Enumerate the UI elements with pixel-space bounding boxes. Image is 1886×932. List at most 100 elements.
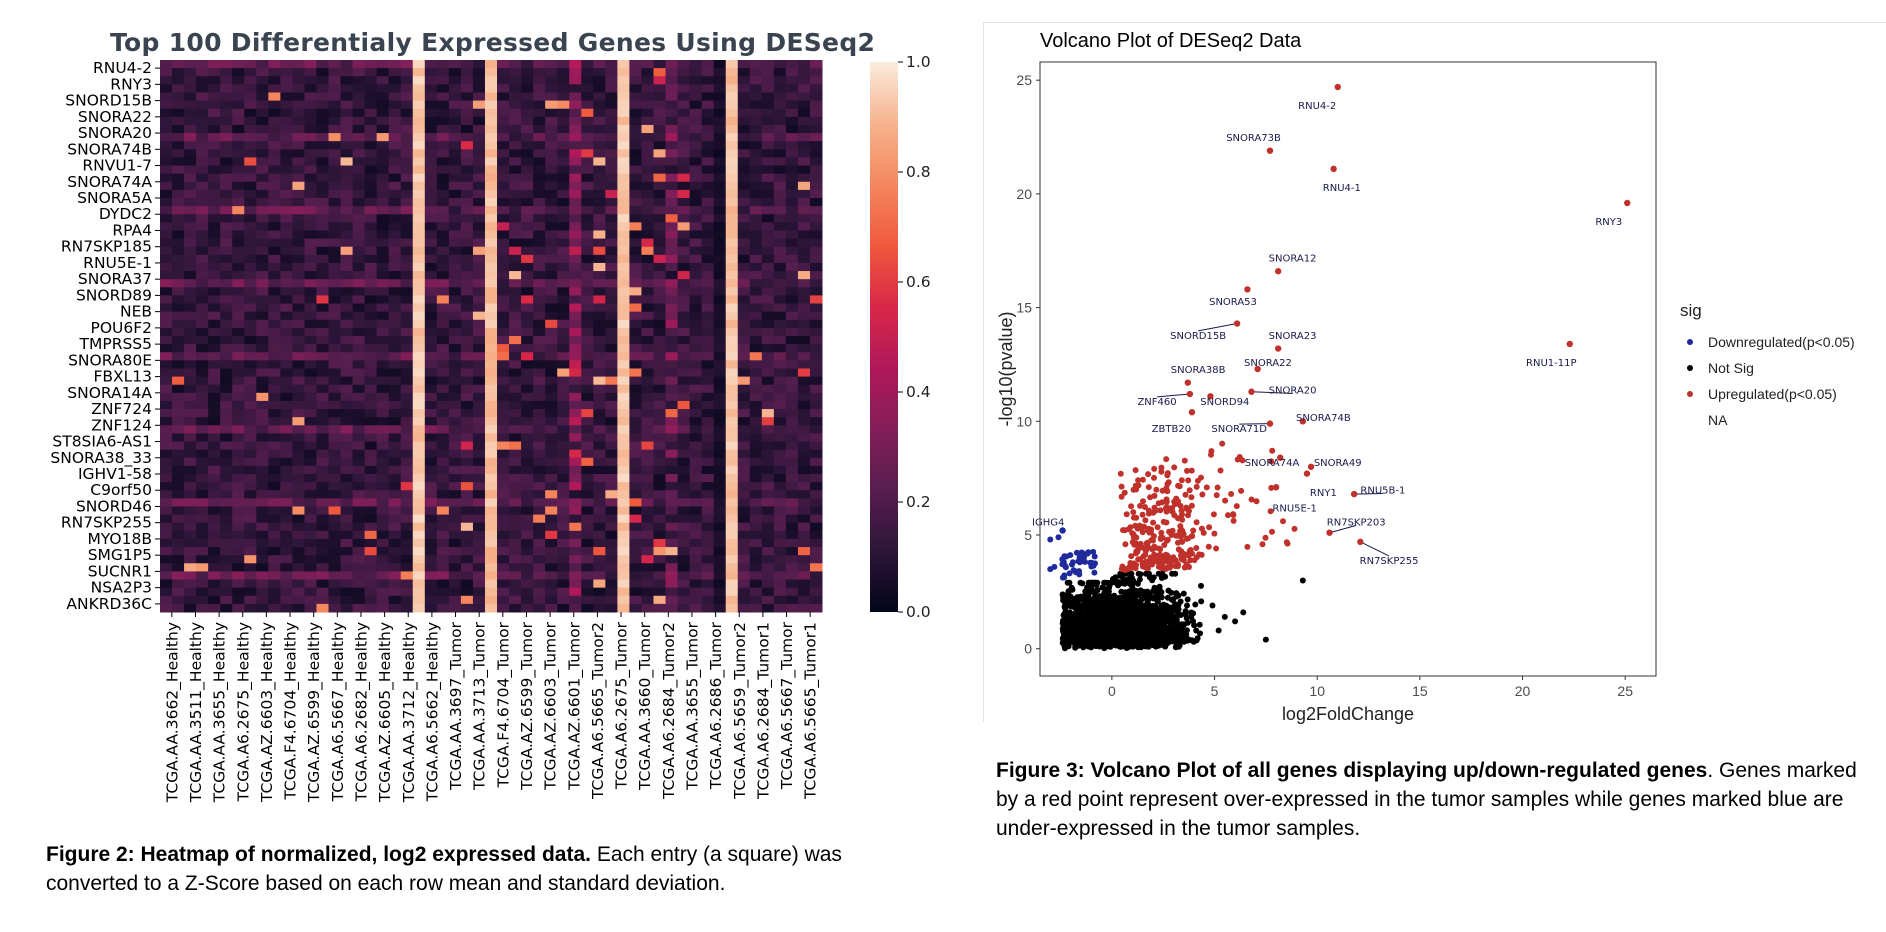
- heatmap-cell: [521, 352, 534, 361]
- heatmap-cell: [725, 116, 739, 126]
- heatmap-cell: [424, 555, 438, 564]
- heatmap-cell: [809, 571, 823, 581]
- heatmap-cell: [484, 311, 498, 321]
- heatmap-cell: [677, 482, 691, 491]
- heatmap-cell: [208, 68, 221, 77]
- heatmap-cell: [809, 295, 823, 305]
- heatmap-cell: [557, 336, 570, 345]
- heatmap-cell: [448, 206, 462, 215]
- heatmap-cell: [232, 214, 245, 223]
- heatmap-cell: [641, 92, 654, 102]
- heatmap-cell: [280, 246, 293, 256]
- heatmap-cell: [701, 441, 715, 451]
- heatmap-cell: [773, 303, 787, 313]
- heatmap-cell: [689, 133, 703, 142]
- heatmap-cell: [581, 124, 594, 134]
- heatmap-cell: [617, 522, 630, 532]
- heatmap-cell: [641, 595, 654, 605]
- heatmap-cell: [208, 230, 221, 240]
- heatmap-cell: [677, 287, 691, 296]
- heatmap-cell: [713, 68, 727, 77]
- heatmap-cell: [809, 368, 823, 378]
- heatmap-cell: [557, 522, 570, 532]
- heatmap-cell: [292, 400, 305, 410]
- heatmap-cell: [749, 76, 763, 85]
- heatmap-cell: [280, 238, 293, 248]
- heatmap-cell: [749, 514, 763, 524]
- heatmap-cell: [737, 303, 751, 313]
- heatmap-cell: [677, 506, 691, 516]
- heatmap-cell: [797, 76, 811, 85]
- heatmap-cell: [629, 165, 642, 175]
- heatmap-cell: [208, 76, 221, 85]
- heatmap-cell: [220, 555, 233, 564]
- heatmap-cell: [701, 141, 715, 150]
- heatmap-cell: [304, 409, 317, 418]
- heatmap-cell: [448, 360, 462, 369]
- heatmap-cell: [581, 441, 594, 451]
- heatmap-cell: [617, 344, 630, 353]
- heatmap-cell: [424, 189, 438, 199]
- heatmap-cell: [256, 563, 269, 572]
- heatmap-cell: [340, 392, 354, 402]
- heatmap-cell: [605, 181, 618, 191]
- heatmap-cell: [208, 271, 221, 280]
- heatmap-cell: [448, 92, 462, 102]
- heatmap-cell: [557, 474, 570, 483]
- heatmap-cell: [220, 514, 233, 524]
- heatmap-cell: [689, 206, 703, 215]
- heatmap-cell: [545, 595, 558, 605]
- heatmap-cell: [557, 506, 570, 516]
- heatmap-cell: [160, 482, 173, 491]
- heatmap-cell: [497, 149, 510, 158]
- heatmap-cell: [304, 287, 317, 296]
- heatmap-cell: [328, 214, 342, 223]
- heatmap-cell: [412, 173, 426, 183]
- heatmap-cell: [172, 360, 185, 369]
- heatmap-cell: [388, 433, 402, 443]
- heatmap-cell: [761, 246, 775, 256]
- heatmap-cell: [689, 68, 703, 77]
- heatmap-cell: [557, 538, 570, 548]
- heatmap-cell: [388, 246, 402, 256]
- heatmap-cell: [256, 571, 269, 581]
- heatmap-cell: [208, 376, 221, 386]
- heatmap-cell: [208, 254, 221, 264]
- heatmap-cell: [196, 538, 209, 548]
- heatmap-cell: [460, 133, 474, 142]
- heatmap-cell: [677, 327, 691, 337]
- heatmap-cell: [244, 92, 257, 102]
- heatmap-cell: [701, 214, 715, 223]
- heatmap-cell: [773, 352, 787, 361]
- heatmap-cell: [280, 360, 293, 369]
- heatmap-cell: [256, 287, 269, 296]
- heatmap-cell: [208, 587, 221, 597]
- heatmap-cell: [460, 68, 474, 77]
- heatmap-cell: [809, 181, 823, 191]
- heatmap-cell: [436, 344, 450, 353]
- heatmap-cell: [460, 336, 474, 345]
- heatmap-cell: [256, 262, 269, 272]
- heatmap-row-label: ANKRD36C: [66, 595, 152, 613]
- heatmap-cell: [737, 271, 751, 280]
- heatmap-cell: [268, 579, 281, 589]
- heatmap-cell: [605, 271, 618, 280]
- heatmap-cell: [172, 84, 185, 93]
- heatmap-cell: [292, 530, 305, 540]
- heatmap-cell: [581, 222, 594, 231]
- heatmap-cell: [268, 457, 281, 467]
- heatmap-cell: [701, 571, 715, 581]
- heatmap-cell: [268, 336, 281, 345]
- heatmap-cell: [617, 230, 630, 240]
- heatmap-cell: [521, 189, 534, 199]
- heatmap-cell: [304, 547, 317, 556]
- heatmap-cell: [641, 222, 654, 231]
- heatmap-cell: [581, 327, 594, 337]
- heatmap-cell: [773, 327, 787, 337]
- heatmap-cell: [809, 336, 823, 345]
- heatmap-cell: [521, 181, 534, 191]
- heatmap-cell: [160, 262, 173, 272]
- heatmap-cell: [184, 181, 197, 191]
- heatmap-cell: [412, 92, 426, 102]
- heatmap-cell: [376, 360, 390, 369]
